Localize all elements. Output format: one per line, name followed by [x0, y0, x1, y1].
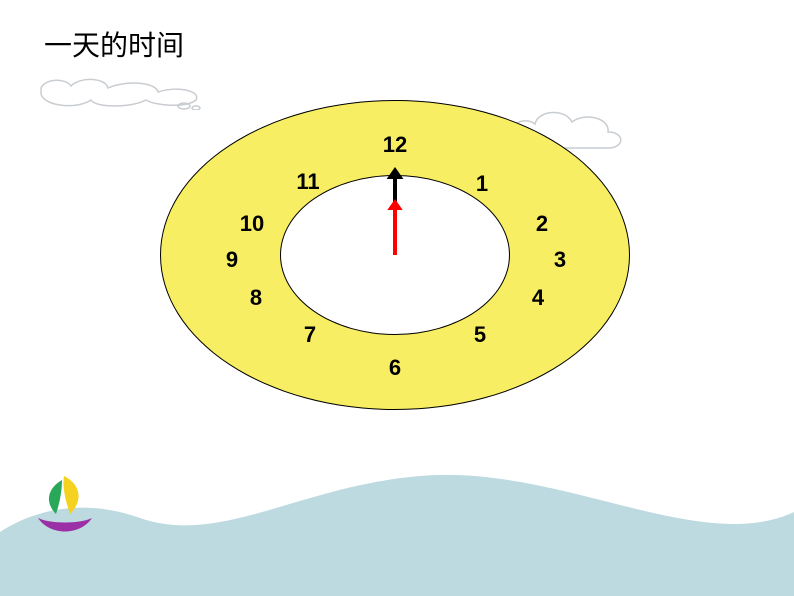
- clock-number-3: 3: [554, 247, 566, 273]
- clock-number-6: 6: [389, 355, 401, 381]
- clock: 121234567891011: [160, 100, 630, 410]
- clock-number-1: 1: [476, 171, 488, 197]
- clock-number-5: 5: [474, 322, 486, 348]
- clock-number-10: 10: [240, 211, 264, 237]
- clock-number-2: 2: [536, 211, 548, 237]
- clock-number-9: 9: [226, 247, 238, 273]
- page-title: 一天的时间: [44, 24, 184, 64]
- clock-number-4: 4: [532, 285, 544, 311]
- hour-hand: [384, 199, 406, 255]
- clock-number-8: 8: [250, 285, 262, 311]
- boat-decor: [30, 466, 100, 536]
- clock-number-11: 11: [296, 169, 319, 195]
- clock-number-12: 12: [383, 132, 407, 158]
- stage: 一天的时间 121234567891011: [0, 0, 794, 596]
- clock-number-7: 7: [304, 322, 316, 348]
- wave-decor: [0, 446, 794, 596]
